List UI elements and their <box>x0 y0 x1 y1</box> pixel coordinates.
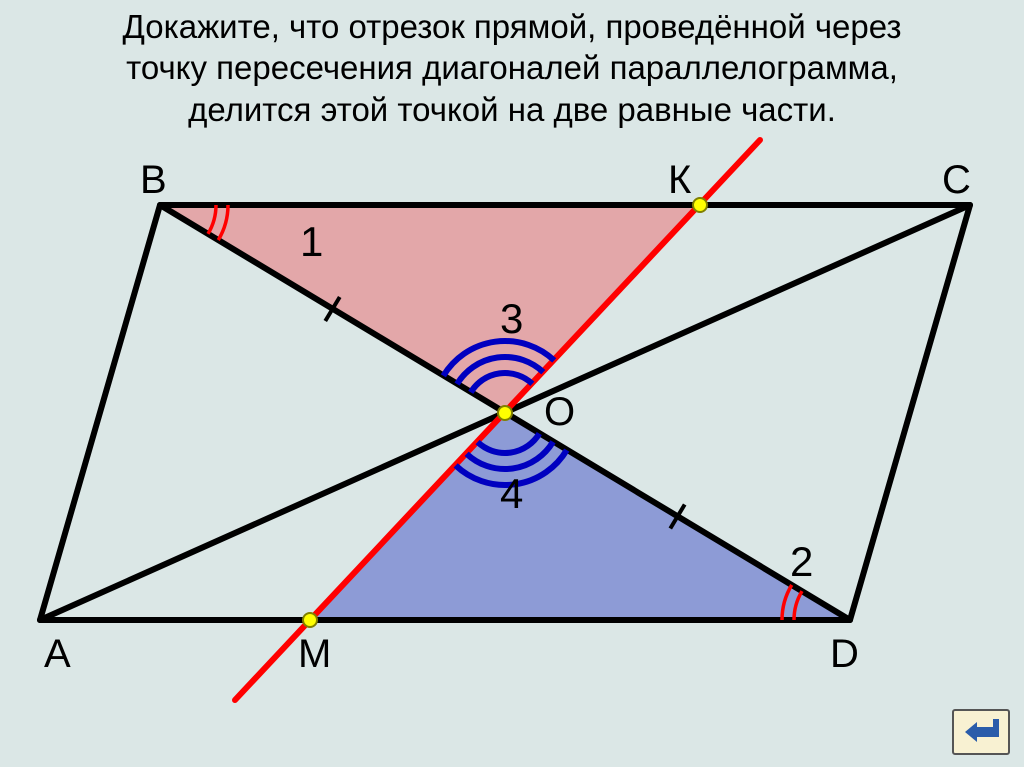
label-D: D <box>830 632 859 677</box>
return-button[interactable] <box>952 709 1010 755</box>
angle-label-2: 2 <box>790 538 813 586</box>
angle-label-3: 3 <box>500 295 523 343</box>
label-K: К <box>668 158 691 203</box>
label-C: C <box>942 158 971 203</box>
label-M: M <box>298 632 331 677</box>
return-arrow-icon <box>963 719 999 745</box>
label-O: O <box>544 390 575 435</box>
label-B: B <box>140 158 167 203</box>
angle-label-1: 1 <box>300 218 323 266</box>
label-A: A <box>44 632 71 677</box>
geometry-diagram <box>0 0 1024 767</box>
angle-label-4: 4 <box>500 470 523 518</box>
